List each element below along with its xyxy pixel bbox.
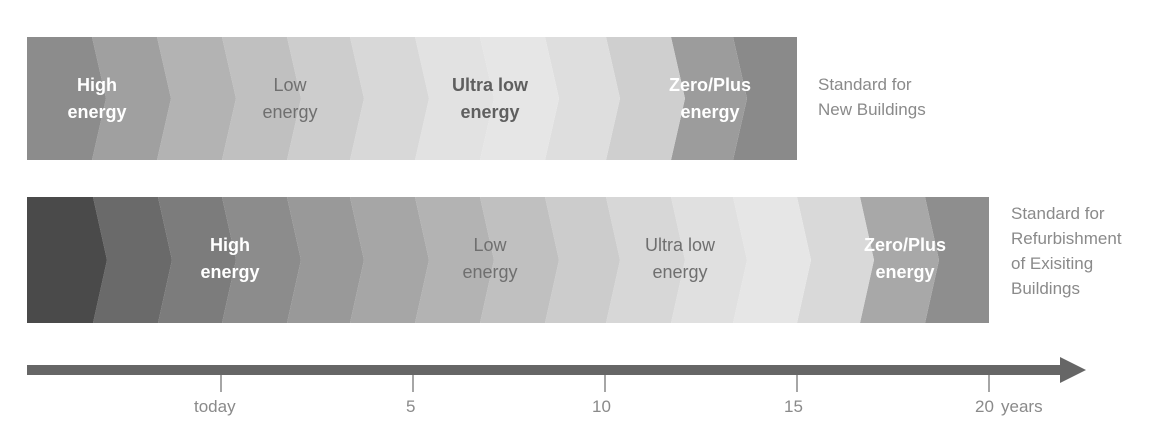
row2-chevron-segment bbox=[222, 197, 301, 323]
row2-chevron-segment bbox=[415, 197, 494, 323]
row2-chevron-segment bbox=[480, 197, 559, 323]
row1-chevron-segment bbox=[222, 37, 301, 160]
row2-chevron-segment bbox=[27, 197, 107, 323]
row1-chevron-segment bbox=[27, 37, 106, 160]
timeline-tick-label-15: 15 bbox=[784, 397, 803, 416]
timeline-unit-label: years bbox=[1001, 397, 1043, 416]
row2-chevron-segment bbox=[733, 197, 811, 323]
row1-chevron-segment bbox=[545, 37, 620, 160]
row1-chevron-segment bbox=[480, 37, 559, 160]
row2-chevron-segment bbox=[93, 197, 172, 323]
row2-chevron-segment bbox=[797, 197, 874, 323]
timeline-tick-label-today: today bbox=[194, 397, 236, 416]
row1-chevron-segment bbox=[92, 37, 171, 160]
row1-chevron-segment bbox=[606, 37, 685, 160]
row1-stage-low-energy: Low energy bbox=[262, 75, 318, 122]
row2-chevron-segment bbox=[606, 197, 685, 323]
row1-side-label: Standard for New Buildings bbox=[818, 75, 926, 119]
row2-chevron-segment bbox=[545, 197, 620, 323]
row1-chevron-segment bbox=[157, 37, 236, 160]
row2-stage-high-energy: High energy bbox=[200, 235, 260, 282]
row2-chevron-segment bbox=[671, 197, 747, 323]
row2-chevron-segment bbox=[860, 197, 939, 323]
row1-chevron-segment bbox=[287, 37, 364, 160]
timeline-tick-label-20: 20 bbox=[975, 397, 994, 416]
row1-stage-zero-plus-energy: Zero/Plus energy bbox=[668, 75, 752, 122]
row1-chevron-segment bbox=[733, 37, 797, 160]
row1-chevron-segment bbox=[350, 37, 429, 160]
timeline-tick-label-5: 5 bbox=[406, 397, 416, 416]
row2-chevron-segment bbox=[925, 197, 989, 323]
row2-stage-low-energy: Low energy bbox=[462, 235, 518, 282]
row2-side-label: Standard for Refurbishment of Exisiting Bu… bbox=[1011, 204, 1122, 298]
row2-chevron-segment bbox=[158, 197, 236, 323]
row2-chevron-segment bbox=[350, 197, 429, 323]
row2-chevron-segment bbox=[287, 197, 364, 323]
row1-chevron-segment bbox=[415, 37, 494, 160]
row1-stage-high-energy: High energy bbox=[67, 75, 127, 122]
row1-stage-ultra-low-energy: Ultra low energy bbox=[451, 75, 528, 122]
row1-chevron-segment bbox=[671, 37, 747, 160]
row2-stage-zero-plus-energy: Zero/Plus energy bbox=[863, 235, 947, 282]
timeline-tick-label-10: 10 bbox=[592, 397, 611, 416]
row2-stage-ultra-low-energy: Ultra low energy bbox=[644, 235, 715, 282]
timeline-arrowhead bbox=[1060, 357, 1086, 383]
